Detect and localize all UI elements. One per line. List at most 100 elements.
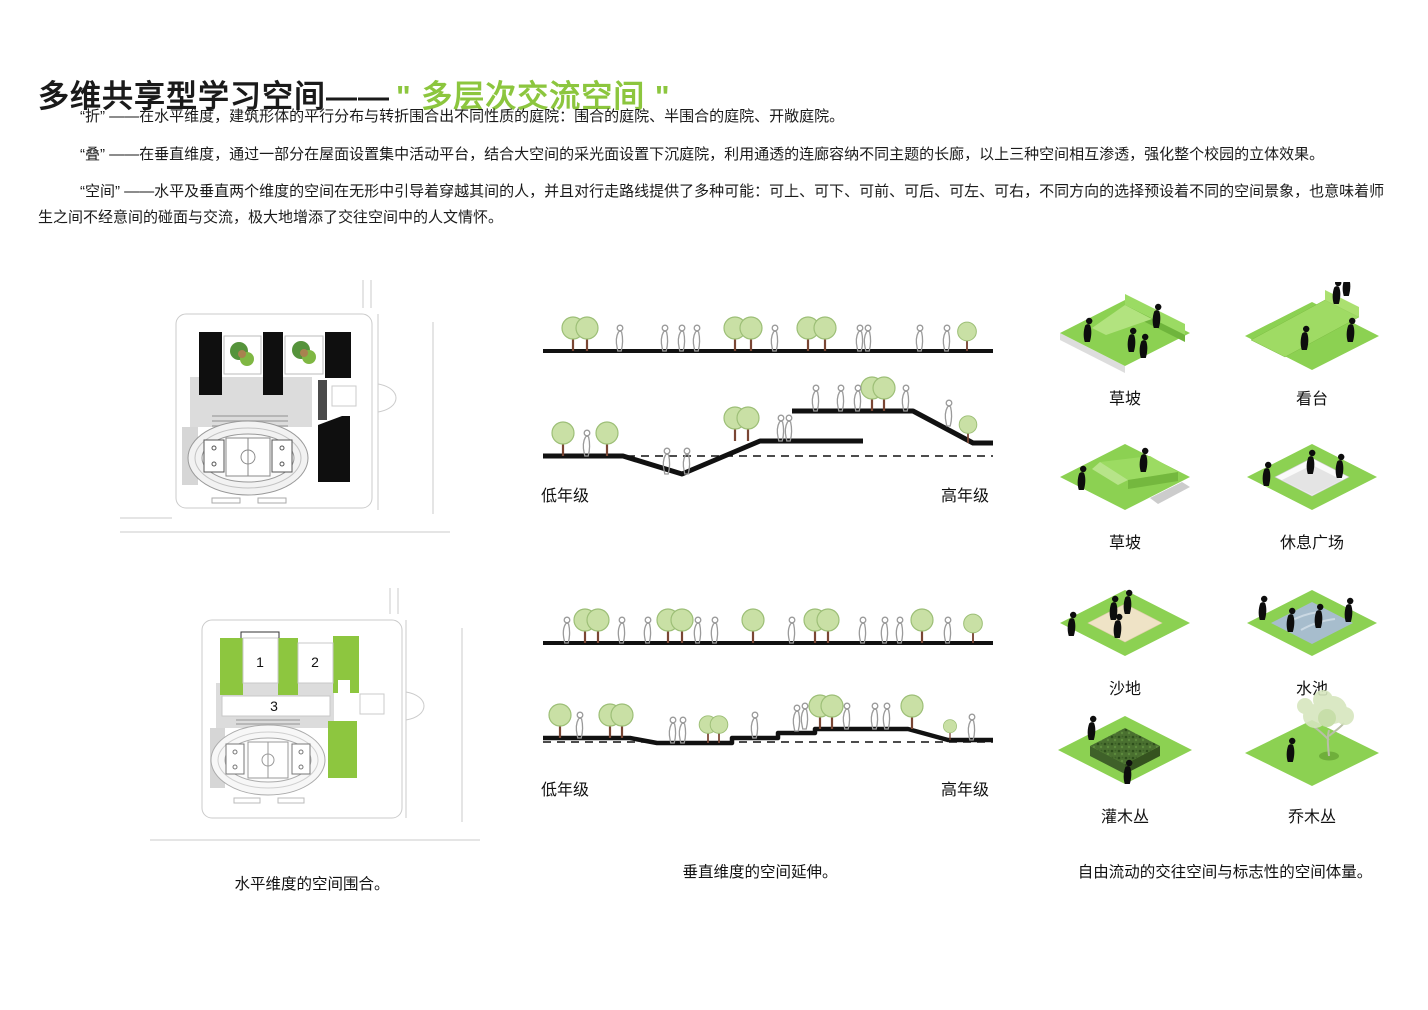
site-plan-zones-drawing: 1 2 3: [150, 588, 480, 841]
person-icon: [967, 713, 976, 741]
axon-label: 看台: [1295, 391, 1328, 408]
tree-icon: [962, 613, 984, 644]
slope: [1092, 305, 1152, 335]
sand-surface: [1087, 603, 1163, 643]
shadow: [1060, 333, 1125, 373]
tree-icon: [735, 405, 761, 443]
tree-icon: [574, 315, 600, 353]
label-lower-grades: 低年级: [541, 782, 590, 799]
intro-paragraphs: “折” ——在水平维度，建筑形体的平行分布与转折围合出不同性质的庭院：围合的庭院…: [38, 104, 1394, 242]
person-icon: [882, 702, 891, 730]
slope: [1092, 462, 1128, 485]
person-icon: [792, 704, 801, 732]
tree-icon: [942, 718, 958, 741]
person-icon: [895, 616, 904, 644]
person-icon: [692, 324, 701, 352]
pool-drawing: [1247, 590, 1377, 656]
axon-rest-plaza: 休息广场: [1227, 432, 1397, 553]
title-main: 多维共享型学习空间——: [38, 78, 390, 114]
road-lines: [120, 280, 450, 533]
terrace-top: [1100, 456, 1178, 480]
site-plan-massing-drawing: [120, 280, 450, 533]
paragraph-space: “空间” ——水平及垂直两个维度的空间在无形中引导着穿越其间的人，并且对行走路线…: [38, 183, 1385, 226]
person-icon: [855, 324, 864, 352]
person-icon: [901, 384, 910, 412]
person-icon: [617, 616, 626, 644]
upper-section-figure: 低年级 高年级: [535, 288, 995, 506]
person-icon: [870, 702, 879, 730]
caption-horizontal: 水平维度的空间围合。: [234, 876, 390, 893]
sand-pit-drawing: [1060, 589, 1190, 656]
tree-icon: [815, 607, 841, 645]
bar-3: 3: [221, 695, 331, 717]
person-icon: [770, 324, 779, 352]
stepped-ground-line: [543, 726, 993, 746]
person-icon: [776, 414, 785, 442]
tree-icon: [669, 607, 695, 645]
tree-icon: [819, 693, 845, 731]
label-lower-grades: 低年级: [541, 488, 590, 505]
person-icon: [836, 384, 845, 412]
upper-section-diagram: [543, 315, 993, 477]
person-icon: [615, 324, 624, 352]
tree-icon: [585, 607, 611, 645]
tree-icon: [709, 714, 729, 744]
axon-shrubs: 灌木丛: [1040, 700, 1210, 827]
person-icon: [880, 616, 889, 644]
lower-section-diagram: [543, 607, 993, 746]
person-icon: [668, 716, 677, 744]
axon-sand-pit: 沙地: [1040, 578, 1210, 699]
tree-icon: [909, 607, 935, 645]
page-title: 多维共享型学习空间—— " 多层次交流空间 ": [38, 71, 671, 116]
axon-pool: 水池: [1227, 578, 1397, 699]
label-upper-grades: 高年级: [940, 782, 989, 799]
running-track: [187, 420, 309, 504]
person-icon: [677, 324, 686, 352]
person-icon: [787, 616, 796, 644]
caption-vertical: 垂直维度的空间延伸。: [682, 864, 838, 881]
axon-grass-slope-2: 草坡: [1040, 432, 1210, 553]
person-icon: [693, 616, 702, 644]
site-plan-massing: [120, 280, 450, 542]
building-black-annex: [318, 416, 350, 482]
axon-label: 沙地: [1108, 681, 1141, 698]
axon-label: 草坡: [1108, 535, 1141, 552]
tree-icon: [547, 702, 573, 740]
axon-label: 草坡: [1108, 391, 1141, 408]
person-icon: [750, 711, 759, 739]
tree-icon: [594, 420, 620, 458]
shrubs-drawing: [1058, 715, 1192, 784]
tree-icon: [871, 375, 897, 413]
courtyard-1: [223, 335, 262, 375]
courtyard-2: 2: [297, 642, 334, 684]
person-icon: [710, 616, 719, 644]
raised-platform-line: [792, 408, 993, 446]
running-track: [210, 724, 326, 804]
courtyard-1: 1: [240, 631, 280, 684]
terrace-face: [1128, 472, 1178, 489]
axon-grandstand: 看台: [1227, 282, 1397, 409]
person-icon: [660, 324, 669, 352]
grass-slope-2-drawing: [1060, 444, 1190, 510]
person-icon: [853, 384, 862, 412]
title-accent: " 多层次交流空间 ": [396, 78, 671, 114]
courtyard-2: [284, 335, 324, 375]
area-2-label: 2: [311, 654, 319, 670]
person-icon: [942, 324, 951, 352]
paragraph-fold: “折” ——在水平维度，建筑形体的平行分布与转折围合出不同性质的庭院：围合的庭院…: [80, 108, 845, 125]
lower-section-figure: 低年级 高年级: [535, 588, 995, 800]
person-icon: [915, 324, 924, 352]
person-icon: [800, 702, 809, 730]
grass-slope-1-drawing: [1060, 294, 1190, 373]
tree-icon: [738, 315, 764, 353]
tree-icon: [899, 693, 925, 731]
shadow: [1150, 482, 1190, 504]
tree-icon: [740, 607, 766, 645]
person-icon: [784, 414, 793, 442]
tree-icon: [956, 321, 978, 352]
person-icon: [575, 711, 584, 739]
road-lines: [150, 588, 480, 841]
label-upper-grades: 高年级: [940, 488, 989, 505]
caption-free-flow: 自由流动的交往空间与标志性的空间体量。: [1077, 864, 1373, 881]
